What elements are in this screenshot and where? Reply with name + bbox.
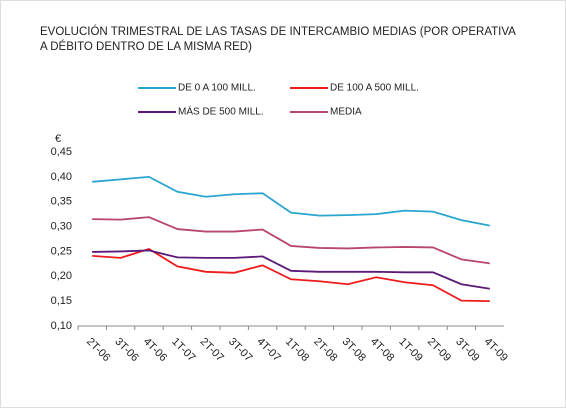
y-tick-label: 0,45 [51,146,72,158]
y-axis-label: € [55,133,61,145]
series-line [92,249,490,290]
y-tick-label: 0,30 [51,220,72,232]
legend-label: MEDIA [330,107,362,118]
series-line [92,247,490,303]
chart-title: A DÉBITO DENTRO DE LA MISMA RED) [40,40,252,53]
y-tick-label: 0,35 [51,196,72,208]
legend-label: DE 100 A 500 MILL. [330,83,419,94]
y-tick-label: 0,15 [51,295,72,307]
y-tick-label: 0,20 [51,270,72,282]
y-tick-label: 0,40 [51,171,72,183]
legend-label: MÁS DE 500 MILL. [178,105,264,118]
series-line [92,216,490,265]
legend-label: DE 0 A 100 MILL. [178,83,256,94]
y-tick-label: 0,10 [51,320,72,332]
chart-title: EVOLUCIÓN TRIMESTRAL DE LAS TASAS DE INT… [40,25,516,38]
y-tick-label: 0,25 [51,245,72,257]
series-line [92,175,490,227]
